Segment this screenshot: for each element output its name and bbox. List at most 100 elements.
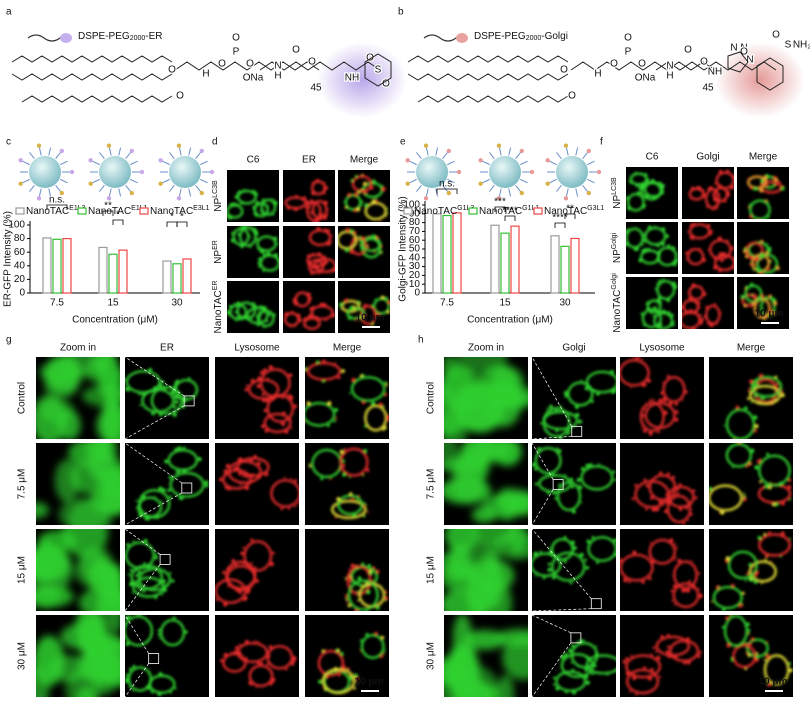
puncta bbox=[732, 175, 734, 179]
puncta bbox=[585, 463, 590, 468]
puncta bbox=[370, 401, 376, 406]
puncta bbox=[647, 225, 652, 230]
atom-label: 45 bbox=[310, 83, 322, 94]
puncta bbox=[747, 397, 750, 401]
nanoparticle bbox=[29, 156, 61, 188]
puncta bbox=[132, 540, 135, 543]
puncta bbox=[276, 242, 279, 245]
puncta bbox=[685, 258, 688, 260]
ligand bbox=[519, 148, 525, 154]
cell bbox=[655, 279, 676, 301]
puncta bbox=[271, 198, 274, 201]
peg-arm bbox=[29, 152, 35, 160]
puncta bbox=[305, 200, 310, 205]
ligand bbox=[158, 158, 163, 163]
significance-bracket bbox=[176, 221, 188, 227]
ligand bbox=[586, 148, 592, 154]
puncta bbox=[338, 302, 343, 307]
puncta bbox=[750, 577, 753, 580]
panel-letter: c bbox=[6, 137, 11, 148]
puncta bbox=[379, 219, 382, 222]
puncta bbox=[575, 412, 580, 418]
puncta bbox=[697, 572, 701, 575]
puncta bbox=[361, 562, 365, 567]
puncta bbox=[230, 651, 233, 654]
puncta bbox=[670, 314, 673, 317]
roi-guide bbox=[124, 405, 185, 440]
puncta bbox=[696, 300, 699, 303]
puncta bbox=[678, 314, 681, 317]
puncta bbox=[765, 654, 771, 659]
signal bbox=[36, 585, 62, 609]
puncta bbox=[349, 305, 354, 310]
puncta bbox=[357, 599, 360, 602]
puncta bbox=[703, 315, 707, 318]
peg-arm bbox=[188, 188, 192, 197]
puncta bbox=[665, 493, 668, 496]
puncta bbox=[742, 492, 745, 495]
puncta bbox=[662, 381, 664, 384]
puncta bbox=[272, 313, 276, 317]
cell bbox=[266, 394, 295, 424]
signal bbox=[497, 674, 515, 697]
puncta bbox=[218, 477, 223, 482]
peg-arm bbox=[447, 160, 455, 166]
puncta bbox=[580, 379, 583, 382]
puncta bbox=[175, 472, 178, 474]
puncta bbox=[126, 643, 129, 646]
signal bbox=[36, 544, 73, 596]
cell bbox=[640, 181, 663, 201]
puncta bbox=[676, 492, 680, 495]
puncta bbox=[266, 204, 269, 207]
puncta bbox=[258, 310, 262, 315]
puncta bbox=[142, 589, 146, 593]
puncta bbox=[365, 632, 369, 636]
puncta bbox=[534, 467, 538, 471]
y-axis-label: ER-GFP Intensity (%) bbox=[3, 211, 14, 307]
roi-guide bbox=[531, 489, 554, 526]
puncta bbox=[326, 208, 329, 211]
bond bbox=[417, 95, 569, 103]
puncta bbox=[570, 540, 575, 545]
micrograph-signal bbox=[620, 538, 703, 609]
significance-label: ** bbox=[104, 201, 112, 212]
puncta bbox=[341, 665, 346, 670]
puncta bbox=[294, 479, 298, 483]
micrograph-signal bbox=[444, 443, 528, 524]
puncta bbox=[671, 655, 675, 659]
puncta bbox=[351, 377, 356, 382]
peg-arm bbox=[60, 178, 68, 184]
puncta bbox=[756, 269, 761, 273]
puncta bbox=[144, 516, 148, 521]
micrograph-signal bbox=[305, 359, 389, 432]
puncta bbox=[774, 375, 778, 379]
puncta bbox=[641, 243, 644, 246]
cell bbox=[655, 635, 691, 657]
puncta bbox=[264, 472, 269, 477]
puncta bbox=[349, 249, 354, 254]
puncta bbox=[362, 474, 365, 477]
puncta bbox=[312, 220, 315, 222]
signal bbox=[96, 582, 120, 611]
puncta bbox=[546, 407, 549, 410]
significance-label: n.s. bbox=[49, 195, 65, 206]
ligand bbox=[563, 196, 569, 201]
puncta bbox=[261, 212, 265, 215]
puncta bbox=[658, 471, 663, 475]
puncta bbox=[365, 503, 367, 506]
puncta bbox=[698, 247, 702, 251]
puncta bbox=[749, 379, 754, 384]
puncta bbox=[266, 251, 271, 256]
puncta bbox=[384, 381, 388, 385]
puncta bbox=[749, 282, 754, 287]
puncta bbox=[787, 485, 792, 490]
puncta bbox=[638, 258, 643, 263]
puncta bbox=[336, 267, 338, 269]
puncta bbox=[570, 485, 575, 489]
puncta bbox=[650, 560, 655, 565]
puncta bbox=[295, 195, 299, 198]
puncta bbox=[693, 283, 696, 287]
puncta bbox=[257, 261, 261, 265]
puncta bbox=[706, 205, 709, 209]
puncta bbox=[223, 602, 228, 607]
